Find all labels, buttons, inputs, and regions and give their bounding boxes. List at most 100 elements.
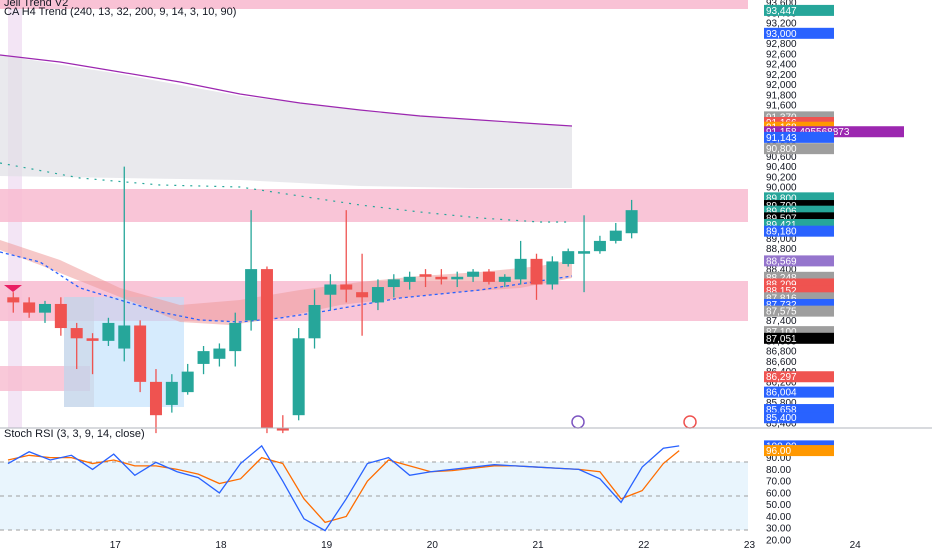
candle-body bbox=[54, 303, 67, 329]
price-tick-label: 91,600 bbox=[766, 101, 797, 112]
price-tag-label: 85,400 bbox=[766, 413, 797, 424]
price-tag-label: 90,800 bbox=[766, 144, 797, 155]
candle-body bbox=[514, 258, 527, 280]
price-tick-label: 92,000 bbox=[766, 80, 797, 91]
candle bbox=[578, 215, 591, 293]
price-tag: 89,180 bbox=[764, 225, 834, 238]
price-tag: 88,209 bbox=[764, 278, 834, 290]
price-tag-label: 89,421 bbox=[766, 220, 797, 231]
candle bbox=[54, 297, 67, 336]
price-tag-bg bbox=[764, 131, 834, 143]
candle bbox=[165, 374, 178, 413]
price-tag-bg bbox=[764, 27, 834, 39]
candle-body bbox=[593, 240, 606, 252]
price-tick-label: 86,600 bbox=[766, 357, 797, 368]
price-tag-label: 87,816 bbox=[766, 293, 797, 304]
price-tick-label: 85,400 bbox=[766, 418, 797, 429]
candle bbox=[451, 271, 464, 288]
price-tag-bg bbox=[764, 192, 834, 204]
candle bbox=[340, 210, 353, 303]
candle bbox=[625, 199, 638, 239]
candle-body bbox=[467, 271, 480, 277]
time-tick-label: 23 bbox=[744, 540, 756, 550]
price-tick-label: 88,800 bbox=[766, 244, 797, 255]
top-resistance-zone bbox=[0, 0, 748, 9]
indicator-legend-ca-trend[interactable]: CA H4 Trend (240, 13, 32, 200, 9, 14, 3,… bbox=[4, 6, 237, 18]
price-tag: 87,732 bbox=[764, 298, 834, 311]
candle-body bbox=[70, 328, 83, 339]
oscillator-pane[interactable] bbox=[0, 444, 748, 532]
candle-body bbox=[530, 258, 543, 285]
price-tick-label: 92,600 bbox=[766, 49, 797, 60]
candle bbox=[356, 253, 369, 336]
price-tag: 89,507 bbox=[764, 212, 834, 224]
candle-body bbox=[546, 261, 559, 285]
price-tag-bg bbox=[764, 386, 834, 398]
candle-body bbox=[609, 230, 622, 241]
candle bbox=[562, 248, 575, 267]
price-tag-label: 88,248 bbox=[766, 273, 797, 284]
candle bbox=[609, 222, 622, 244]
candle-body bbox=[387, 279, 400, 288]
time-tick-label: 19 bbox=[321, 540, 333, 550]
time-tick-label: 21 bbox=[533, 540, 545, 550]
osc-tick-label: 50.00 bbox=[766, 500, 791, 511]
oscillator-legend[interactable]: Stoch RSI (3, 3, 9, 14, close) bbox=[4, 428, 145, 440]
price-tag: 90,800 bbox=[764, 143, 834, 155]
earnings-marker-icon[interactable] bbox=[683, 415, 697, 429]
price-tag-label: 88,569 bbox=[766, 256, 797, 267]
price-pane[interactable] bbox=[0, 0, 748, 434]
price-tag-label: 91,143 bbox=[766, 133, 797, 144]
price-tag: 85,658 bbox=[764, 404, 834, 416]
candle-body bbox=[308, 304, 321, 339]
indicator-legend-jell[interactable]: Jell Trend V2 bbox=[4, 0, 69, 9]
candle-body bbox=[134, 325, 147, 382]
osc-tick-label: 70.00 bbox=[766, 477, 791, 488]
price-tag-label: 87,732 bbox=[766, 300, 797, 311]
candle-body bbox=[23, 302, 36, 313]
candle-body bbox=[578, 251, 591, 254]
price-tag-bg bbox=[764, 412, 834, 424]
candle bbox=[118, 166, 131, 362]
price-tag-label: 86,004 bbox=[766, 388, 797, 399]
candle bbox=[86, 333, 99, 375]
price-tag: 86,297 bbox=[764, 371, 834, 383]
ma-cloud bbox=[0, 55, 572, 188]
candle bbox=[498, 274, 511, 288]
price-tick-label: 92,400 bbox=[766, 60, 797, 71]
candle-body bbox=[340, 284, 353, 290]
price-tag-label: 89,180 bbox=[766, 227, 797, 238]
price-tag-bg bbox=[764, 255, 834, 267]
price-tick-label: 86,800 bbox=[766, 347, 797, 358]
candle-body bbox=[371, 287, 384, 303]
trend-ribbon bbox=[0, 240, 572, 325]
candle bbox=[260, 266, 273, 434]
candle-body bbox=[149, 381, 162, 416]
candle bbox=[546, 256, 559, 290]
candle bbox=[70, 322, 83, 370]
price-tag-bg bbox=[764, 292, 834, 304]
price-tag-label: 87,575 bbox=[766, 307, 797, 318]
candle bbox=[435, 269, 448, 285]
price-tag-bg bbox=[764, 126, 904, 138]
price-tag-bg bbox=[764, 332, 834, 344]
osc-tag-bg bbox=[764, 445, 834, 457]
event-markers[interactable] bbox=[571, 415, 697, 429]
price-tick-label: 87,400 bbox=[766, 316, 797, 327]
price-tag-label: 87,100 bbox=[766, 327, 797, 338]
osc-tick-label: 20.00 bbox=[766, 536, 791, 547]
price-tag-bg bbox=[764, 271, 834, 283]
price-tag-label: 89,507 bbox=[766, 213, 797, 224]
candle bbox=[181, 363, 194, 395]
osc-tag-label: 96.00 bbox=[766, 446, 791, 457]
candle-body bbox=[435, 276, 448, 280]
candle-body bbox=[356, 292, 369, 298]
time-axis[interactable]: 17 18 19 20 21 22 23 24 bbox=[110, 540, 861, 550]
price-tag-bg bbox=[764, 326, 834, 338]
price-tick-label: 90,400 bbox=[766, 162, 797, 173]
price-tag-bg bbox=[764, 278, 834, 290]
event-marker-icon[interactable] bbox=[571, 415, 585, 429]
candles-group bbox=[7, 166, 638, 434]
